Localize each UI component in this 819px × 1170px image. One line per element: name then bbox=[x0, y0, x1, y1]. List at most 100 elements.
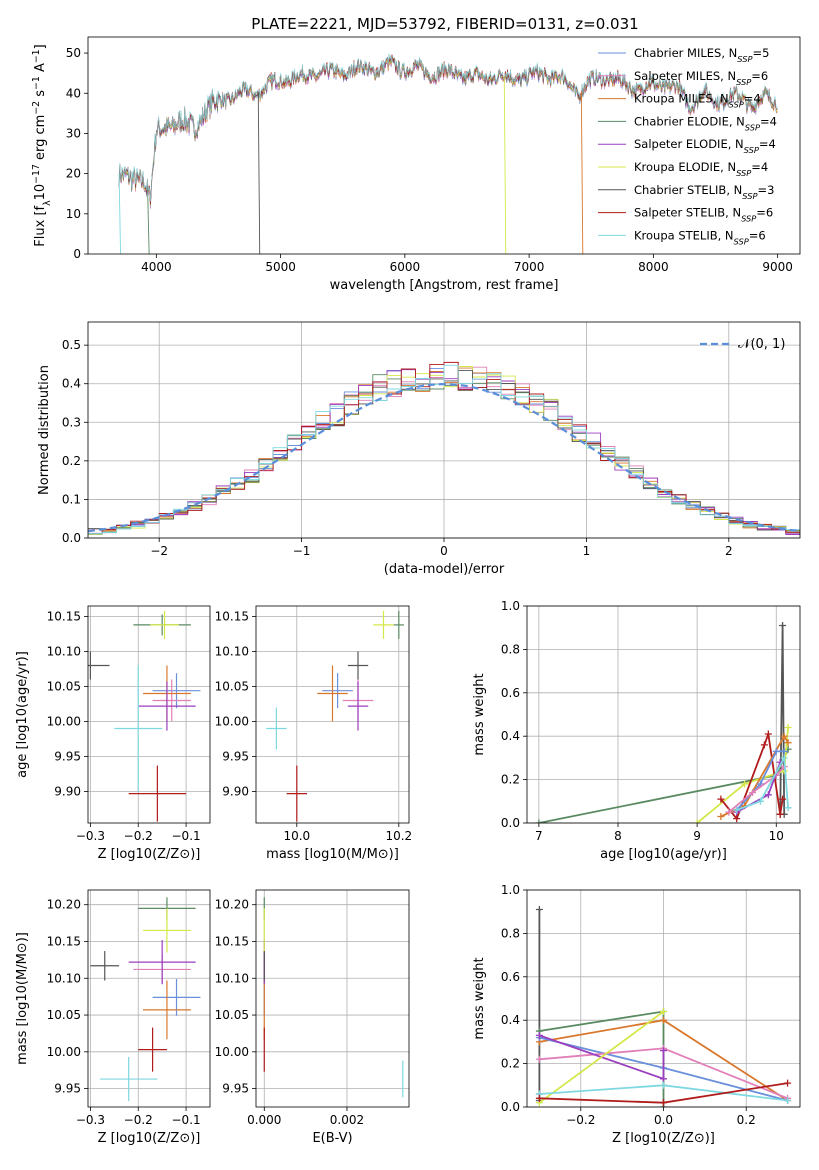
spectrum-dropout bbox=[118, 173, 122, 254]
y-tick-label: 9.90 bbox=[54, 785, 81, 799]
y-tick-label: 0.4 bbox=[501, 729, 520, 743]
y-tick-label: 9.95 bbox=[222, 750, 249, 764]
x-tick-label: 5000 bbox=[265, 260, 296, 274]
y-axis-label: mass [log10(M/M⊙)] bbox=[15, 932, 30, 1065]
axes-frame bbox=[255, 889, 410, 1108]
x-tick-label: −0.1 bbox=[172, 1113, 201, 1127]
x-tick-label: −0.2 bbox=[124, 1113, 153, 1127]
axes-frame bbox=[255, 605, 410, 824]
weight-marker bbox=[741, 780, 749, 788]
y-tick-label: 9.95 bbox=[222, 1082, 249, 1096]
plot-7: −0.2 0.0 0.2 0.0 0.2 0.4 0.6 0.8 1.0 Z [log10(Z/Z… bbox=[472, 883, 801, 1146]
x-tick-label: 2 bbox=[725, 544, 733, 558]
weight-marker bbox=[760, 741, 768, 749]
spectrum-line bbox=[118, 53, 778, 202]
axis-label-math: Salpeter MILES, NSSP=6 bbox=[634, 69, 768, 87]
x-tick-label: 10.0 bbox=[283, 829, 310, 843]
weight-marker bbox=[660, 1099, 667, 1107]
weight-marker bbox=[764, 730, 772, 738]
weight-line bbox=[720, 734, 789, 818]
y-tick-label: 10.15 bbox=[215, 610, 249, 624]
axes-frame bbox=[87, 889, 211, 1108]
spectrum-dropout bbox=[580, 90, 584, 254]
weight-marker bbox=[733, 806, 741, 814]
weight-line bbox=[538, 748, 789, 823]
x-tick-label: 9 bbox=[693, 829, 701, 843]
x-axis-label: mass [log10(M/M⊙)] bbox=[266, 847, 399, 862]
y-tick-label: 0.8 bbox=[501, 926, 520, 940]
x-tick-label: −0.1 bbox=[172, 829, 201, 843]
y-tick-label: 10.05 bbox=[215, 1008, 249, 1022]
y-tick-label: 50 bbox=[66, 46, 81, 60]
x-tick-label: 10 bbox=[769, 829, 784, 843]
y-tick-label: 1.0 bbox=[501, 883, 520, 897]
axis-label-math: Salpeter ELODIE, NSSP=4 bbox=[634, 137, 776, 155]
x-tick-label: −0.2 bbox=[566, 1113, 595, 1127]
weight-marker bbox=[784, 739, 792, 747]
spectrum-dropout bbox=[257, 91, 261, 254]
axes-frame bbox=[87, 321, 801, 539]
weight-marker bbox=[776, 810, 784, 818]
weight-marker bbox=[779, 622, 787, 630]
x-tick-label: −0.2 bbox=[124, 829, 153, 843]
plot-4: 7 8 9 10 0.0 0.2 0.4 0.6 0.8 1.0 age [log10(age/yr… bbox=[472, 599, 801, 862]
weight-marker bbox=[780, 747, 788, 755]
plot-5: −0.3 −0.2 −0.1 9.95 10.00 10.05 10.10 10.15 10.2… bbox=[15, 889, 211, 1146]
y-tick-label: 9.95 bbox=[54, 1082, 81, 1096]
axes-frame bbox=[526, 889, 801, 1108]
x-axis-label: Z [log10(Z/Z⊙)] bbox=[612, 1131, 715, 1146]
plot-area bbox=[266, 610, 404, 822]
x-axis-label: Z [log10(Z/Z⊙)] bbox=[98, 847, 201, 862]
axis-label-math: Flux [fλ10−17 erg cm−2 s−1 A−1] bbox=[31, 44, 53, 246]
weight-marker bbox=[784, 804, 792, 812]
y-tick-label: 0.3 bbox=[62, 415, 81, 429]
y-tick-label: 0.8 bbox=[501, 642, 520, 656]
x-tick-label: 7 bbox=[535, 829, 543, 843]
weight-line bbox=[538, 1010, 665, 1104]
y-tick-label: 0.0 bbox=[501, 1100, 520, 1114]
weight-marker bbox=[764, 791, 772, 799]
y-tick-label: 9.95 bbox=[54, 750, 81, 764]
weight-marker bbox=[660, 1008, 667, 1016]
y-tick-label: 0.4 bbox=[62, 377, 81, 391]
x-tick-label: 0 bbox=[440, 544, 448, 558]
plot-area bbox=[535, 622, 792, 823]
x-axis-label: (data-model)/error bbox=[384, 562, 505, 577]
y-tick-label: 10.10 bbox=[47, 645, 81, 659]
plot-0: 4000 5000 6000 7000 8000 9000 0 10 20 30 40 50 wavel… bbox=[31, 36, 801, 293]
weight-marker bbox=[725, 808, 733, 816]
legend-label: 𝒩(0, 1) bbox=[738, 337, 785, 352]
y-tick-label: 0.0 bbox=[62, 531, 81, 545]
axis-label-math: Chabrier MILES, NSSP=5 bbox=[634, 46, 769, 64]
y-tick-label: 0.2 bbox=[62, 454, 81, 468]
weight-marker bbox=[780, 732, 788, 740]
x-tick-label: −1 bbox=[293, 544, 311, 558]
y-tick-label: 30 bbox=[66, 126, 81, 140]
x-tick-label: 10.2 bbox=[385, 829, 412, 843]
weight-marker bbox=[779, 795, 787, 803]
y-tick-label: 10.05 bbox=[47, 680, 81, 694]
plot-3: 10.0 10.2 9.90 9.95 10.00 10.05 10.10 10.15 mass… bbox=[215, 605, 412, 862]
plot-1: −2 −1 0 1 2 0.0 0.1 0.2 0.3 0.4 0.5 (data-model)/er… bbox=[37, 321, 801, 577]
weight-marker bbox=[733, 815, 741, 823]
y-tick-label: 0.2 bbox=[501, 1057, 520, 1071]
axes-frame bbox=[87, 36, 801, 255]
axis-label-math: Chabrier STELIB, NSSP=3 bbox=[634, 183, 774, 201]
weight-marker bbox=[717, 812, 725, 820]
y-tick-label: 0.2 bbox=[501, 773, 520, 787]
axis-label-math: Kroupa STELIB, NSSP=6 bbox=[634, 228, 766, 246]
plot-area bbox=[118, 53, 778, 254]
weight-marker bbox=[784, 1096, 792, 1104]
plot-2: −0.3 −0.2 −0.1 9.90 9.95 10.00 10.05 10.10 10.15… bbox=[15, 605, 211, 862]
weight-line bbox=[736, 754, 789, 811]
weight-marker bbox=[535, 1055, 543, 1063]
x-axis-label: E(B-V) bbox=[312, 1131, 352, 1146]
weight-marker bbox=[535, 1094, 543, 1102]
y-tick-label: 0.6 bbox=[501, 686, 520, 700]
x-tick-label: −0.3 bbox=[76, 829, 105, 843]
y-tick-label: 10.00 bbox=[215, 715, 249, 729]
x-tick-label: 0.0 bbox=[654, 1113, 673, 1127]
y-tick-label: 20 bbox=[66, 167, 81, 181]
chart-title: PLATE=2221, MJD=53792, FIBERID=0131, z=0… bbox=[251, 15, 638, 33]
